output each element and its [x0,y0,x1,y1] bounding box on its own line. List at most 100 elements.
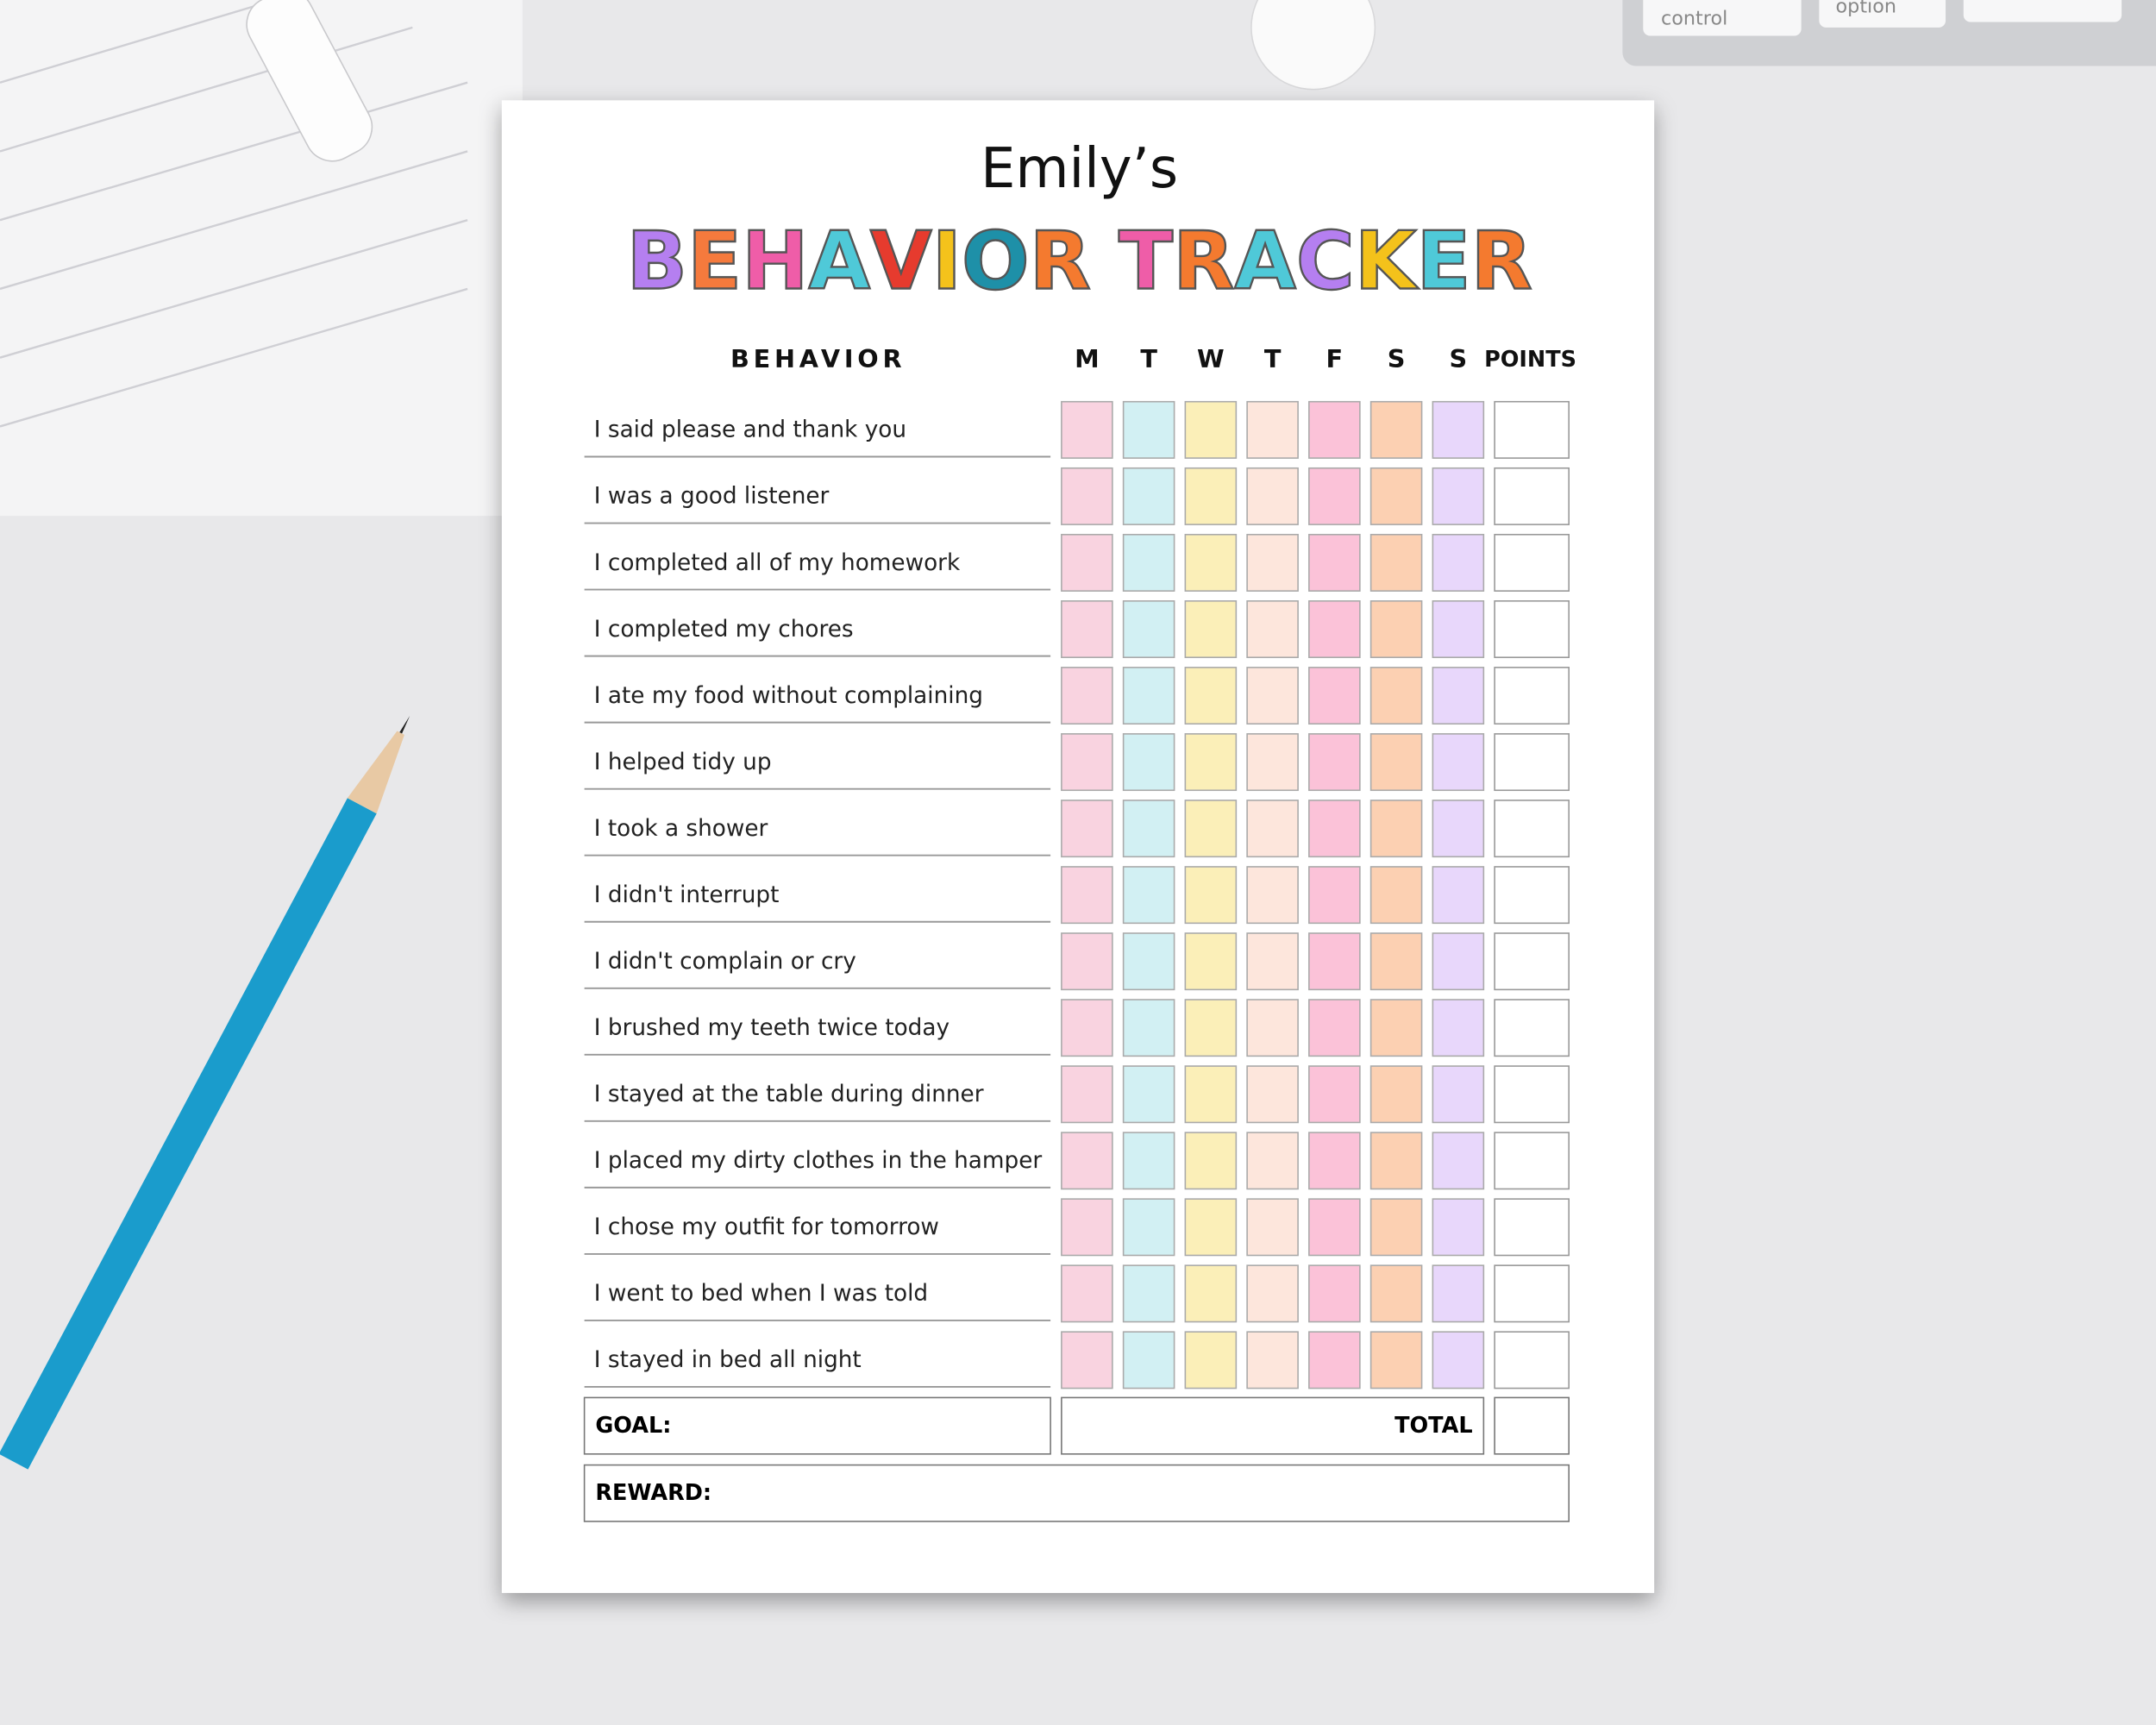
notebook-lines [0,0,468,428]
reward-label: REWARD: [595,1480,711,1506]
day-box [1308,600,1361,658]
title-letter: E [1416,215,1470,308]
column-header: M [1075,344,1100,373]
total-box [1061,1396,1485,1455]
points-box [1494,667,1570,725]
behavior-label: I stayed in bed all night [594,1347,862,1373]
title-letter: T [1119,215,1173,308]
title-letter: R [1471,215,1532,308]
title: BEHAVIOR TRACKER [626,215,1532,308]
behavior-label: I completed my chores [594,617,854,643]
day-box [1432,1264,1485,1323]
day-box [1246,932,1299,991]
day-box [1061,667,1113,725]
title-letter: K [1355,215,1420,308]
day-box [1308,1132,1361,1190]
key [1963,0,2122,22]
day-box [1184,999,1238,1057]
column-header: W [1197,344,1225,373]
day-box [1061,1264,1113,1323]
day-box [1308,400,1361,459]
key [1643,0,1802,36]
day-box [1369,533,1423,592]
points-box [1494,866,1570,925]
day-box [1369,1132,1423,1190]
behavior-label: I placed my dirty clothes in the hamper [594,1148,1043,1174]
key [1819,0,1946,28]
points-box [1494,1198,1570,1257]
day-box [1369,667,1423,725]
day-box [1122,1065,1175,1124]
title-letter: O [962,215,1030,308]
points-box [1494,1132,1570,1190]
day-box [1122,1132,1175,1190]
points-box [1494,999,1570,1057]
day-box [1308,800,1361,858]
day-box [1184,1331,1238,1389]
points-box [1494,1331,1570,1389]
day-box [1432,800,1485,858]
day-box [1246,866,1299,925]
behavior-label: I didn't interrupt [594,882,780,908]
day-box [1432,1331,1485,1389]
day-box [1308,733,1361,792]
day-box [1432,600,1485,658]
day-box [1246,1198,1299,1257]
notebook [0,0,523,517]
day-box [1308,467,1361,525]
day-box [1432,999,1485,1057]
day-box [1061,1065,1113,1124]
day-box [1122,866,1175,925]
behavior-label: I didn't complain or cry [594,949,856,975]
goal-box [583,1396,1051,1455]
points-box [1494,800,1570,858]
day-box [1308,932,1361,991]
behavior-label: I helped tidy up [594,750,772,775]
mouse [1250,0,1376,91]
day-box [1122,1198,1175,1257]
points-box [1494,932,1570,991]
day-box [1246,800,1299,858]
day-box [1246,999,1299,1057]
day-box [1184,1132,1238,1190]
day-box [1061,400,1113,459]
total-label: TOTAL [1395,1413,1472,1439]
day-box [1369,600,1423,658]
day-box [1369,1264,1423,1323]
day-box [1246,467,1299,525]
day-box [1122,733,1175,792]
day-box [1432,467,1485,525]
day-box [1122,467,1175,525]
title-letter: V [870,215,932,308]
day-box [1122,400,1175,459]
day-box [1184,533,1238,592]
day-box [1369,467,1423,525]
pencil [0,716,411,1470]
total-points-box [1494,1396,1570,1455]
day-box [1432,667,1485,725]
day-box [1308,999,1361,1057]
day-box [1246,667,1299,725]
points-box [1494,733,1570,792]
title-letter: E [687,215,742,308]
day-box [1246,400,1299,459]
day-box [1246,1065,1299,1124]
behavior-label: I stayed at the table during dinner [594,1082,984,1107]
day-box [1061,932,1113,991]
column-header: S [1388,344,1406,373]
behavior-label: I went to bed when I was told [594,1281,928,1307]
day-box [1308,866,1361,925]
reward-box [583,1464,1570,1522]
day-box [1246,1331,1299,1389]
day-box [1061,866,1113,925]
day-box [1308,1264,1361,1323]
day-box [1184,1264,1238,1323]
day-box [1122,932,1175,991]
day-box [1369,866,1423,925]
day-box [1122,999,1175,1057]
day-box [1432,1198,1485,1257]
points-box [1494,1065,1570,1124]
day-box [1184,866,1238,925]
day-box [1061,1198,1113,1257]
